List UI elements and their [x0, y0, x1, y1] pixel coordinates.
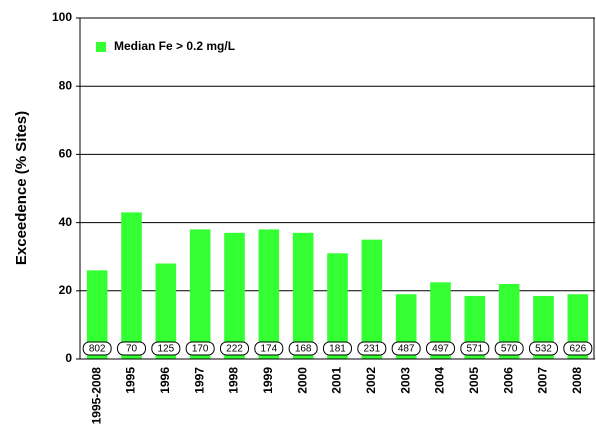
- count-box: [357, 341, 387, 356]
- count-box: [563, 341, 593, 356]
- count-box: [185, 341, 215, 356]
- count-label: 231: [363, 344, 380, 355]
- count-label: 626: [569, 344, 586, 355]
- count-box: [288, 341, 318, 356]
- x-tick-label: 1995-2008: [89, 367, 103, 425]
- count-box: [117, 341, 146, 356]
- bar: [430, 282, 451, 359]
- y-tick-label: 80: [59, 78, 73, 92]
- count-box: [220, 341, 249, 356]
- x-tick-label: 2001: [330, 367, 344, 394]
- x-tick-label: 1998: [227, 367, 241, 394]
- x-tick-label: 2004: [433, 367, 447, 394]
- x-tick-label: 2005: [467, 367, 481, 394]
- count-label: 570: [501, 344, 518, 355]
- x-tick-label: 2008: [570, 367, 584, 394]
- count-label: 125: [157, 344, 174, 355]
- y-axis-label: Exceedence (% Sites): [13, 111, 30, 265]
- x-tick-label: 1995: [124, 367, 138, 394]
- x-tick-label: 2002: [364, 367, 378, 394]
- count-label: 70: [126, 344, 138, 355]
- count-box: [391, 341, 421, 356]
- bar: [224, 232, 245, 359]
- count-label: 532: [535, 344, 552, 355]
- count-label: 802: [89, 344, 106, 355]
- y-tick-label: 100: [52, 10, 72, 24]
- count-label: 487: [398, 344, 415, 355]
- x-tick-label: 1996: [158, 367, 172, 394]
- plot-frame: [79, 17, 595, 360]
- y-tick-label: 60: [59, 147, 73, 161]
- count-box: [323, 341, 352, 356]
- x-tick-label: 2003: [398, 367, 412, 394]
- count-box: [460, 341, 490, 356]
- count-box: [426, 341, 455, 356]
- x-tick-label: 2007: [536, 367, 550, 394]
- count-box: [529, 341, 558, 356]
- bar: [361, 239, 383, 359]
- x-tick-label: 1999: [261, 367, 275, 394]
- count-box: [254, 341, 284, 356]
- y-tick-label: 20: [59, 283, 73, 297]
- count-box: [494, 341, 524, 356]
- count-label: 168: [295, 344, 312, 355]
- y-tick-label: 0: [65, 351, 72, 365]
- count-label: 222: [226, 344, 243, 355]
- x-tick-label: 2000: [295, 367, 309, 394]
- bar: [86, 270, 108, 359]
- count-box: [82, 341, 112, 356]
- bar: [292, 232, 314, 359]
- legend-label: Median Fe > 0.2 mg/L: [114, 39, 235, 53]
- count-label: 174: [260, 344, 277, 355]
- count-box: [151, 341, 181, 356]
- count-label: 571: [466, 344, 483, 355]
- bar: [121, 212, 142, 359]
- x-tick-label: 2006: [501, 367, 515, 394]
- count-label: 181: [329, 344, 346, 355]
- count-label: 170: [192, 344, 209, 355]
- bar: [155, 263, 177, 359]
- bar: [498, 283, 520, 359]
- bar: [258, 229, 280, 359]
- count-label: 497: [432, 344, 449, 355]
- legend-swatch: [96, 42, 106, 52]
- bar: [189, 229, 211, 359]
- x-tick-label: 1997: [192, 367, 206, 394]
- bar: [327, 253, 348, 359]
- y-tick-label: 40: [59, 215, 73, 229]
